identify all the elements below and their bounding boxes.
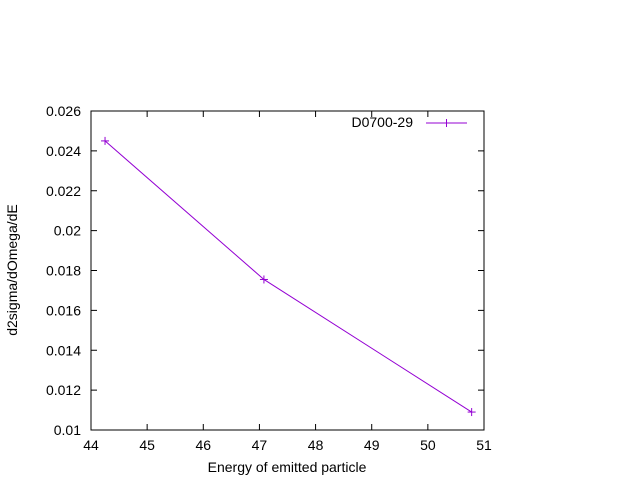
data-point <box>467 408 476 417</box>
x-axis-title: Energy of emitted particle <box>208 459 367 475</box>
y-tick-label: 0.016 <box>46 302 81 318</box>
data-point <box>259 275 268 284</box>
data-point <box>101 136 110 145</box>
x-tick-label: 48 <box>308 437 324 453</box>
y-tick-label: 0.022 <box>46 183 81 199</box>
series-line <box>104 140 472 413</box>
y-tick-label: 0.018 <box>46 263 81 279</box>
y-axis-title: d2sigma/dOmega/dE <box>4 204 20 336</box>
series-layer <box>101 136 476 417</box>
y-axis-ticks: 0.01 0.012 0.014 0.016 0.018 0.02 0.022 0.024 0.… <box>46 103 484 438</box>
x-tick-label: 51 <box>476 437 492 453</box>
y-tick-label: 0.01 <box>54 422 81 438</box>
data-point <box>442 119 451 127</box>
x-tick-label: 44 <box>83 437 99 453</box>
legend-marker <box>442 119 451 127</box>
x-tick-label: 49 <box>364 437 380 453</box>
y-tick-label: 0.014 <box>46 342 81 358</box>
legend-label: D0700-29 <box>352 114 414 130</box>
legend: D0700-29 <box>352 114 467 130</box>
x-tick-label: 47 <box>252 437 268 453</box>
x-tick-label: 45 <box>139 437 155 453</box>
y-tick-label: 0.024 <box>46 143 81 159</box>
y-tick-label: 0.012 <box>46 382 81 398</box>
y-tick-label: 0.02 <box>54 223 81 239</box>
y-tick-label: 0.026 <box>46 103 81 119</box>
x-axis-ticks: 44 45 46 47 48 49 50 51 <box>83 111 492 453</box>
x-tick-label: 46 <box>195 437 211 453</box>
x-tick-label: 50 <box>420 437 436 453</box>
